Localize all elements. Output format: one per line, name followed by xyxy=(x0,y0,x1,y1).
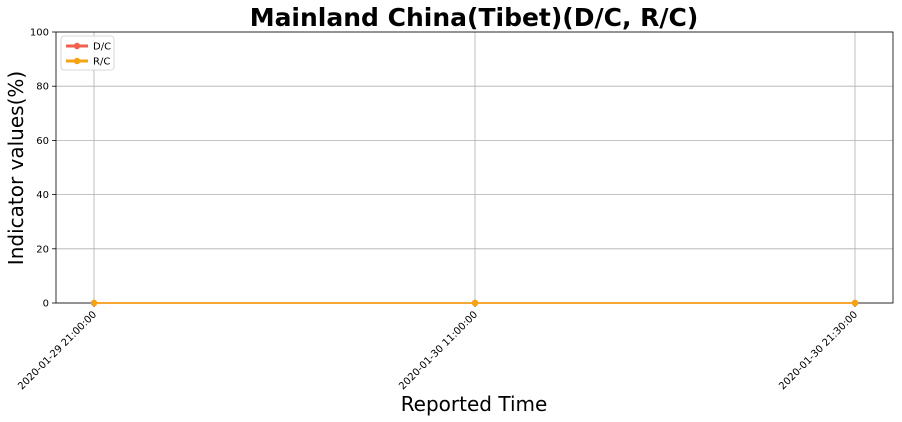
legend-swatch-marker xyxy=(73,42,81,50)
data-point xyxy=(90,299,98,307)
legend-swatch-marker xyxy=(73,57,81,65)
y-tick-label: 80 xyxy=(36,82,49,93)
y-axis-ticks: 0 20 40 60 80 100 xyxy=(30,28,56,310)
y-axis-label: Indicator values(%) xyxy=(4,71,28,265)
y-tick-label: 60 xyxy=(36,136,49,147)
data-point xyxy=(471,299,479,307)
chart-title: Mainland China(Tibet)(D/C, R/C) xyxy=(250,3,699,32)
x-tick-label: 2020-01-30 21:30:00 xyxy=(777,309,860,392)
plot-frame xyxy=(55,31,894,304)
legend: D/C R/C xyxy=(60,35,115,71)
data-point xyxy=(851,299,859,307)
x-tick-label: 2020-01-29 21:00:00 xyxy=(16,309,99,392)
x-tick-label: 2020-01-30 11:00:00 xyxy=(397,309,480,392)
y-tick-label: 20 xyxy=(36,244,49,255)
legend-entry-label: D/C xyxy=(93,42,111,53)
y-tick-label: 40 xyxy=(36,190,49,201)
y-tick-label: 0 xyxy=(43,299,49,310)
grid-lines xyxy=(56,31,893,304)
y-tick-label: 100 xyxy=(30,28,49,39)
legend-entry-label: R/C xyxy=(93,57,110,68)
x-axis-label: Reported Time xyxy=(401,392,548,416)
x-axis-ticks: 2020-01-29 21:00:00 2020-01-30 11:00:00 20… xyxy=(16,303,860,392)
series-layer xyxy=(90,299,859,307)
